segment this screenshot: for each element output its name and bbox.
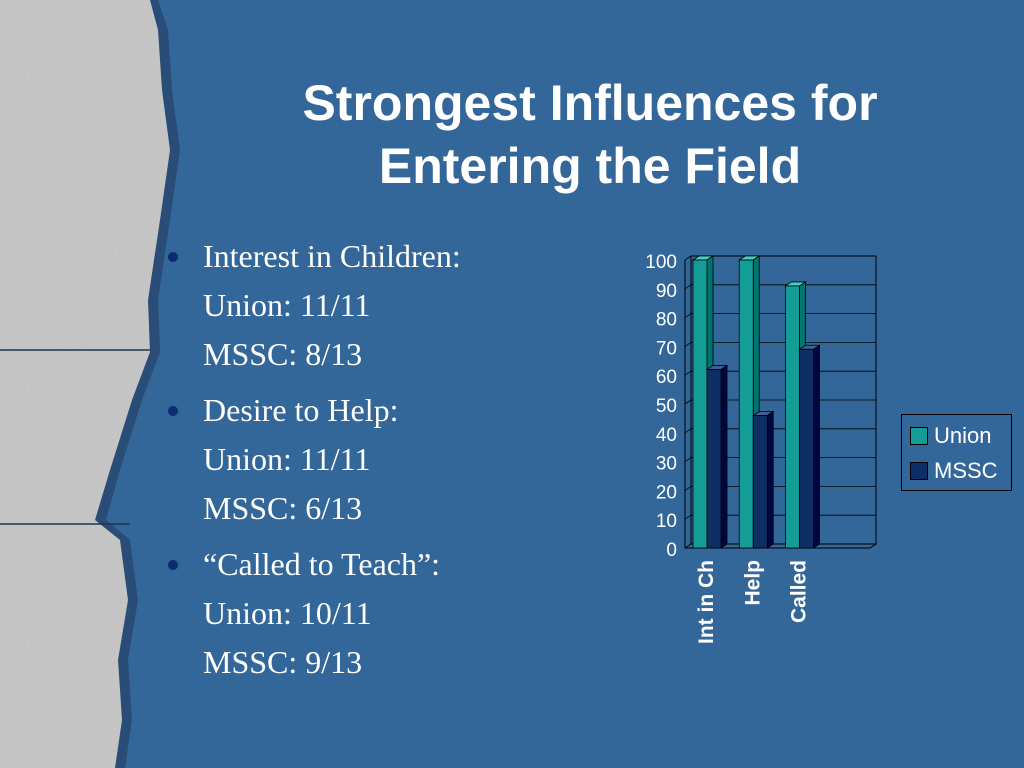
mssc-ratio: MSSC: 9/13 — [203, 644, 363, 680]
x-tick-label: Help — [741, 560, 764, 606]
bar-mssc — [799, 348, 814, 549]
bar-side-mssc — [813, 344, 820, 549]
x-tick-label: Int in Ch — [695, 560, 718, 644]
slide-title: Strongest Influences for Entering the Fi… — [220, 72, 960, 198]
bullet-list: Interest in Children: Union: 11/11 MSSC:… — [163, 232, 583, 694]
gridline-depth — [684, 486, 692, 491]
gridline-depth — [684, 399, 692, 405]
gridline-depth — [684, 428, 692, 434]
y-tick-label: 70 — [656, 338, 677, 359]
y-tick-label: 10 — [656, 511, 677, 532]
y-tick-label: 80 — [656, 310, 677, 331]
granite-border-decoration — [0, 0, 180, 768]
gridline-depth — [684, 514, 692, 520]
chart-legend: Union MSSC — [901, 414, 1012, 491]
legend-label-union: Union — [934, 423, 992, 448]
bar-union — [785, 285, 800, 549]
bullet-icon — [168, 252, 178, 262]
bullet-icon — [168, 560, 178, 570]
bullet-heading: “Called to Teach”: — [203, 546, 441, 582]
bar-side-mssc — [720, 364, 728, 549]
gridline-depth — [684, 313, 692, 318]
gridline-depth — [684, 284, 692, 290]
union-ratio: Union: 11/11 — [203, 287, 371, 323]
bullet-heading: Desire to Help: — [203, 392, 399, 428]
y-tick-label: 60 — [656, 367, 677, 388]
union-ratio: Union: 10/11 — [203, 595, 372, 631]
title-line: Strongest Influences for — [302, 75, 878, 131]
bullet-heading: Interest in Children: — [203, 238, 461, 274]
bar-side-mssc — [766, 410, 774, 549]
legend-label-mssc: MSSC — [934, 458, 998, 483]
gridline-depth — [684, 457, 692, 462]
bar-mssc — [752, 415, 768, 549]
y-tick-label: 100 — [645, 252, 677, 273]
union-ratio: Union: 11/11 — [203, 441, 371, 477]
bar-mssc — [706, 369, 722, 549]
y-tick-label: 30 — [656, 454, 677, 475]
gridline-depth — [684, 255, 692, 261]
x-axis-depth — [869, 543, 877, 549]
bullet-icon — [168, 406, 178, 416]
legend-item-union: Union — [910, 424, 991, 448]
bar-union — [692, 259, 708, 549]
y-tick-label: 20 — [656, 482, 677, 503]
bar-union — [738, 259, 754, 549]
y-tick-label: 50 — [656, 396, 677, 417]
gridline-depth — [684, 370, 692, 376]
y-tick-label: 90 — [656, 281, 677, 302]
y-tick-label: 0 — [666, 540, 677, 561]
bullet-item-interest: Interest in Children: Union: 11/11 MSSC:… — [163, 232, 583, 379]
gridline-depth — [684, 342, 692, 347]
legend-swatch-union — [910, 427, 928, 445]
x-tick-label: Called — [788, 560, 811, 623]
legend-item-mssc: MSSC — [910, 459, 998, 483]
mssc-ratio: MSSC: 8/13 — [203, 336, 363, 372]
bullet-item-help: Desire to Help: Union: 11/11 MSSC: 6/13 — [163, 386, 583, 533]
title-line: Entering the Field — [378, 138, 802, 194]
gridline-depth — [684, 543, 692, 549]
bar-chart: 0 10 20 30 40 50 60 70 80 90 100 Int in Ch Help Calle… — [645, 252, 877, 644]
bullet-item-called: “Called to Teach”: Union: 10/11 MSSC: 9/… — [163, 540, 583, 687]
mssc-ratio: MSSC: 6/13 — [203, 490, 363, 526]
legend-swatch-mssc — [910, 462, 928, 480]
y-tick-label: 40 — [656, 425, 677, 446]
